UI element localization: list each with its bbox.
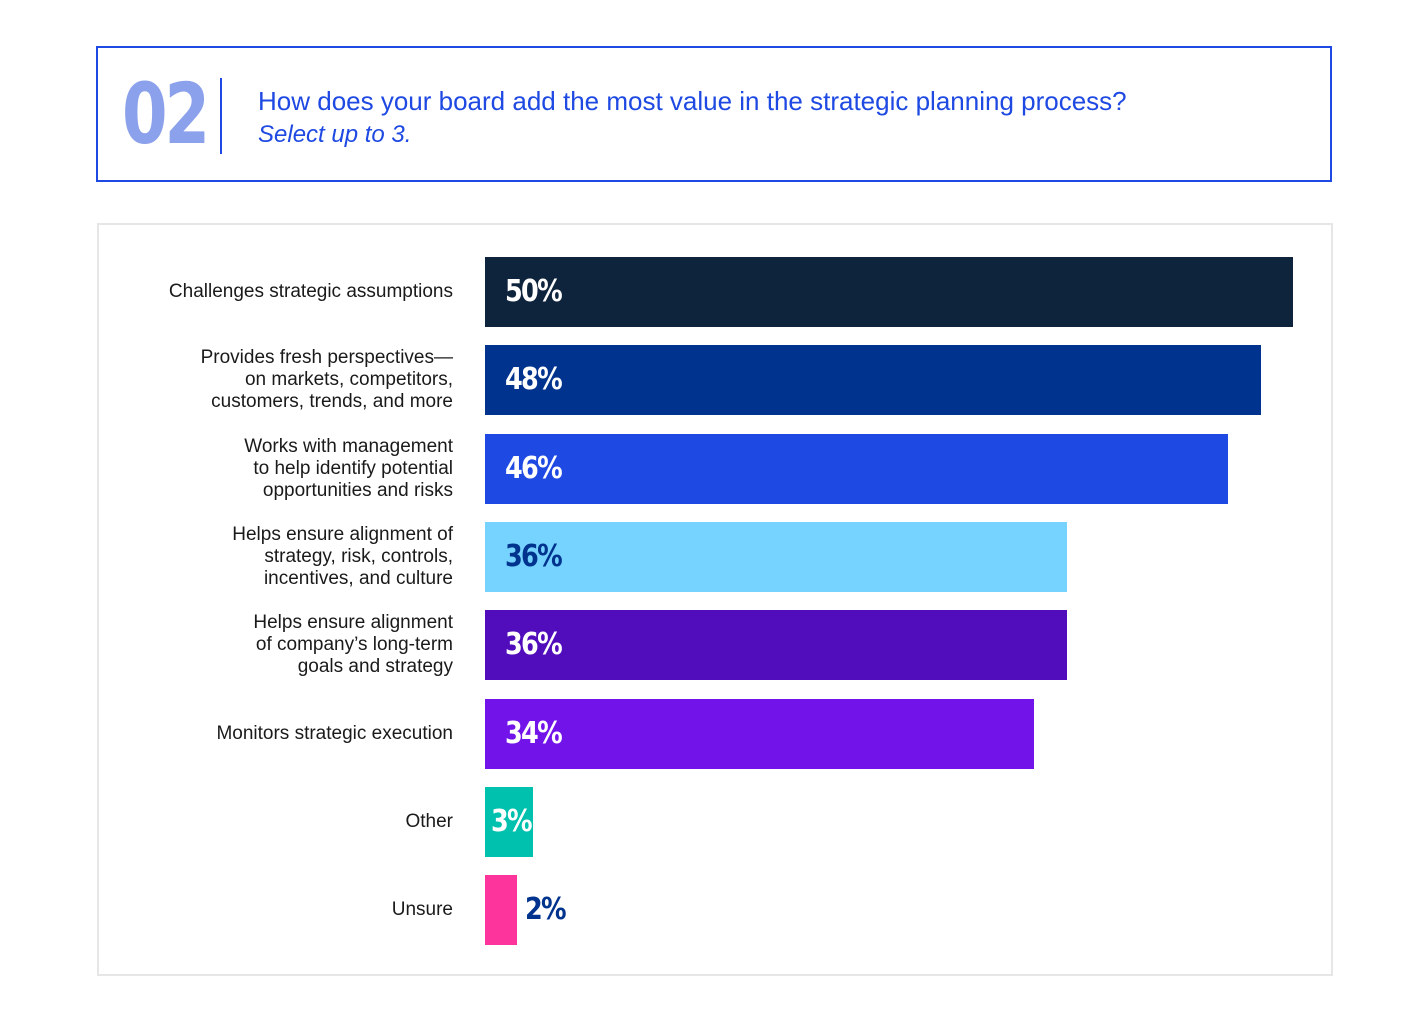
value-label: 46%: [505, 451, 563, 486]
value-label: 3%: [491, 804, 533, 839]
bar: [485, 699, 1034, 769]
value-label: 34%: [505, 716, 563, 751]
bar: [485, 345, 1261, 415]
category-label: Helps ensure alignment of company’s long…: [253, 612, 453, 677]
category-label: Unsure: [391, 899, 453, 920]
category-label: Challenges strategic assumptions: [168, 281, 453, 302]
bar: [485, 787, 533, 857]
value-label: 48%: [505, 362, 563, 397]
bar: [485, 522, 1067, 592]
value-label: 36%: [505, 627, 563, 662]
question-number: 02: [122, 65, 210, 163]
question-title: How does your board add the most value i…: [258, 86, 1127, 116]
question-subtitle: Select up to 3.: [258, 121, 412, 148]
category-label: Provides fresh perspectives— on markets,…: [200, 347, 453, 412]
value-label: 50%: [505, 274, 563, 309]
bar: [485, 257, 1293, 327]
value-label: 2%: [525, 892, 567, 927]
header-divider: [220, 78, 222, 154]
value-label: 36%: [505, 539, 563, 574]
bar: [485, 875, 517, 945]
bar-chart-panel: Challenges strategic assumptions 50% Provi…: [97, 223, 1333, 976]
category-label: Monitors strategic execution: [216, 723, 453, 744]
bar: [485, 434, 1228, 504]
category-label: Helps ensure alignment of strategy, risk…: [232, 524, 453, 589]
bar: [485, 610, 1067, 680]
category-label: Works with management to help identify p…: [244, 436, 453, 501]
question-header: 02 How does your board add the most valu…: [96, 46, 1332, 182]
category-label: Other: [405, 811, 453, 832]
